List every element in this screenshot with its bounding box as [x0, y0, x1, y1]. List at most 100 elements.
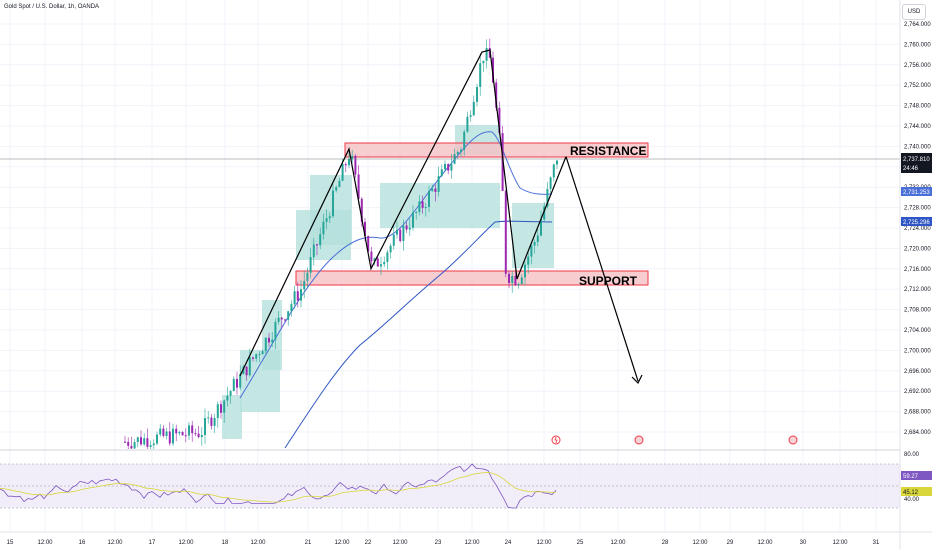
candle[interactable]: [479, 53, 482, 96]
candle[interactable]: [348, 151, 350, 169]
candle[interactable]: [424, 202, 427, 217]
candle[interactable]: [149, 440, 152, 449]
candle[interactable]: [514, 272, 517, 287]
candle[interactable]: [511, 270, 514, 293]
candle[interactable]: [268, 332, 270, 347]
candle[interactable]: [232, 376, 235, 392]
candle[interactable]: [444, 160, 446, 172]
candle[interactable]: [354, 154, 357, 178]
candle[interactable]: [530, 241, 533, 265]
candle[interactable]: [412, 205, 414, 231]
candle[interactable]: [175, 424, 178, 442]
candle[interactable]: [527, 251, 530, 274]
candle[interactable]: [437, 166, 440, 197]
candle[interactable]: [133, 439, 136, 449]
candle[interactable]: [415, 210, 418, 220]
candle[interactable]: [271, 331, 274, 348]
candle[interactable]: [533, 239, 536, 254]
candle[interactable]: [556, 160, 558, 170]
candle[interactable]: [165, 427, 168, 440]
candle[interactable]: [223, 399, 226, 423]
candle[interactable]: [440, 164, 443, 178]
candle[interactable]: [156, 431, 158, 446]
candle[interactable]: [277, 311, 280, 325]
candle[interactable]: [434, 184, 437, 202]
candle[interactable]: [143, 433, 146, 447]
candle[interactable]: [130, 436, 133, 449]
candle[interactable]: [524, 261, 526, 286]
candle[interactable]: [383, 256, 386, 268]
candle[interactable]: [216, 401, 219, 428]
candle[interactable]: [159, 423, 162, 437]
candle[interactable]: [261, 349, 264, 355]
candle[interactable]: [181, 431, 184, 436]
candle[interactable]: [200, 427, 203, 446]
candle[interactable]: [264, 336, 267, 356]
support-zone[interactable]: [295, 270, 649, 286]
candle[interactable]: [194, 428, 197, 437]
candle[interactable]: [312, 238, 315, 266]
candle[interactable]: [520, 273, 523, 286]
candle[interactable]: [248, 348, 251, 377]
candle[interactable]: [421, 195, 424, 214]
candle[interactable]: [322, 213, 325, 240]
candle[interactable]: [332, 183, 334, 218]
candle[interactable]: [485, 39, 488, 69]
candle[interactable]: [162, 425, 165, 438]
candle[interactable]: [184, 428, 187, 443]
candle[interactable]: [258, 351, 261, 363]
candle[interactable]: [319, 227, 322, 250]
candle[interactable]: [476, 83, 478, 107]
candle[interactable]: [140, 430, 142, 446]
candle[interactable]: [178, 430, 181, 436]
candle[interactable]: [399, 227, 402, 243]
candle[interactable]: [431, 184, 434, 192]
candle[interactable]: [517, 282, 520, 289]
candle[interactable]: [303, 271, 306, 299]
symbol-title[interactable]: Gold Spot / U.S. Dollar, 1h, OANDA: [4, 4, 100, 10]
candle[interactable]: [226, 386, 229, 407]
candle[interactable]: [540, 210, 542, 237]
candle[interactable]: [335, 185, 338, 193]
candle[interactable]: [386, 249, 389, 270]
candle[interactable]: [306, 267, 309, 289]
candle[interactable]: [447, 163, 450, 175]
candle[interactable]: [456, 150, 459, 160]
candle[interactable]: [188, 422, 190, 440]
candle[interactable]: [207, 410, 210, 424]
candle[interactable]: [210, 414, 213, 430]
candle[interactable]: [204, 408, 206, 444]
candle[interactable]: [389, 243, 392, 259]
candle[interactable]: [380, 256, 382, 276]
candle[interactable]: [338, 177, 341, 188]
candle[interactable]: [482, 60, 485, 72]
candle[interactable]: [325, 209, 328, 230]
candle[interactable]: [239, 365, 242, 391]
candle[interactable]: [504, 189, 507, 278]
candle[interactable]: [136, 436, 139, 448]
candle[interactable]: [127, 437, 130, 449]
candle[interactable]: [287, 310, 290, 326]
candle[interactable]: [191, 420, 194, 442]
candle[interactable]: [466, 111, 469, 133]
candle[interactable]: [396, 221, 398, 239]
candle[interactable]: [213, 413, 216, 433]
candle[interactable]: [472, 95, 475, 117]
candle[interactable]: [300, 279, 302, 308]
candle[interactable]: [236, 371, 238, 395]
candle[interactable]: [549, 176, 552, 194]
candle[interactable]: [152, 439, 155, 449]
candle[interactable]: [344, 162, 347, 172]
candle[interactable]: [450, 153, 453, 179]
candle[interactable]: [309, 247, 312, 279]
candle[interactable]: [405, 221, 408, 233]
candle[interactable]: [402, 219, 405, 251]
candle[interactable]: [293, 285, 296, 309]
candle[interactable]: [280, 316, 283, 329]
currency-button[interactable]: USD: [902, 4, 926, 20]
us-flag-event-icon[interactable]: [788, 435, 798, 445]
candle[interactable]: [252, 356, 254, 362]
candle[interactable]: [408, 218, 411, 236]
candle[interactable]: [255, 353, 258, 363]
